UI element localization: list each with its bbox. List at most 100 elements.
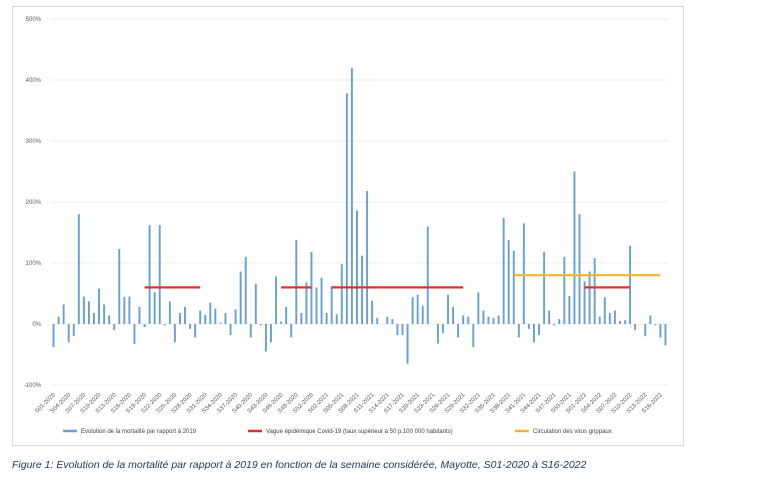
bar <box>340 264 343 324</box>
y-tick-label: 100% <box>26 261 42 267</box>
bar <box>219 322 222 324</box>
bar <box>366 191 369 324</box>
bar <box>234 309 237 324</box>
bar <box>386 316 389 324</box>
bar <box>447 294 449 324</box>
bar <box>67 324 70 343</box>
bar <box>138 306 141 324</box>
bar <box>315 287 318 324</box>
bar <box>168 301 171 324</box>
bar <box>487 316 490 324</box>
bar <box>452 306 455 324</box>
bar <box>406 324 409 364</box>
bar <box>173 324 176 343</box>
bar <box>603 297 606 324</box>
bar <box>290 324 293 338</box>
bar <box>553 324 556 326</box>
bar <box>118 248 121 324</box>
bar <box>204 314 207 324</box>
bar <box>512 250 515 324</box>
bar <box>350 67 353 325</box>
bar <box>588 271 591 324</box>
bar <box>522 223 525 324</box>
bar <box>214 308 217 324</box>
bar <box>659 324 662 338</box>
bar <box>82 296 85 324</box>
bar <box>179 313 181 324</box>
bar <box>305 282 308 324</box>
bar <box>123 297 126 324</box>
bar <box>482 310 485 324</box>
bar <box>356 210 358 324</box>
y-tick-label: 200% <box>26 200 42 206</box>
bar <box>649 315 652 324</box>
bar <box>57 316 60 324</box>
bar <box>593 258 596 324</box>
bar <box>502 217 505 324</box>
mortality-chart: -100%0%100%200%300%400%500%S01-2020S04-2… <box>24 17 668 435</box>
bar <box>497 315 500 324</box>
bar <box>441 324 444 334</box>
bar <box>538 324 540 335</box>
figure-caption: Figure 1: Evolution de la mortalité par … <box>12 459 587 471</box>
bar <box>153 292 156 324</box>
bar <box>462 315 465 324</box>
bar <box>184 306 186 324</box>
bar <box>411 297 414 324</box>
bar <box>568 295 571 324</box>
bar <box>457 324 460 338</box>
y-tick-label: 400% <box>26 78 42 84</box>
bar <box>148 225 151 324</box>
bar <box>426 226 429 324</box>
bar <box>401 324 404 335</box>
bar <box>98 288 101 324</box>
bar <box>52 324 55 348</box>
chart-frame: -100% 0% 100% 200% 300% 400% 500% S01-2020 S04-2… <box>12 6 684 446</box>
bar <box>285 306 288 324</box>
bar <box>507 239 510 324</box>
bar <box>654 324 657 326</box>
bar <box>128 296 131 324</box>
legend-flu-circulation-label: Circulation des virus grippaux <box>533 429 612 435</box>
bar <box>583 281 586 324</box>
bar <box>103 304 106 324</box>
bar <box>224 313 227 324</box>
bar <box>467 316 470 324</box>
bar <box>143 324 146 328</box>
bar <box>396 324 399 335</box>
bar <box>335 314 338 324</box>
bar <box>259 324 262 326</box>
bar <box>629 245 632 324</box>
bar <box>533 324 535 343</box>
bar <box>361 255 363 324</box>
bar <box>275 276 278 324</box>
bar <box>239 271 242 324</box>
bar <box>244 256 247 324</box>
bar <box>558 319 561 324</box>
bar <box>345 93 348 324</box>
bar <box>436 324 439 344</box>
bar <box>527 324 530 329</box>
bar <box>613 310 616 324</box>
y-tick-label: -100% <box>24 383 42 389</box>
bar <box>199 310 202 324</box>
bar <box>209 302 212 324</box>
legend-mortality-label: Evolution de la mortalité par rapport à … <box>81 429 197 435</box>
bar <box>72 324 75 337</box>
bar <box>624 320 626 324</box>
bar <box>270 324 272 343</box>
bar <box>573 171 576 324</box>
bar <box>371 300 374 324</box>
bar <box>249 324 252 338</box>
bar <box>163 324 166 326</box>
bar <box>634 324 637 331</box>
bar <box>325 313 328 324</box>
bar <box>563 256 566 324</box>
bar <box>416 294 419 324</box>
bar <box>578 214 581 324</box>
bar <box>229 324 232 335</box>
bar <box>477 292 480 324</box>
bar <box>194 324 197 338</box>
bar <box>280 321 283 324</box>
bar <box>543 252 546 324</box>
